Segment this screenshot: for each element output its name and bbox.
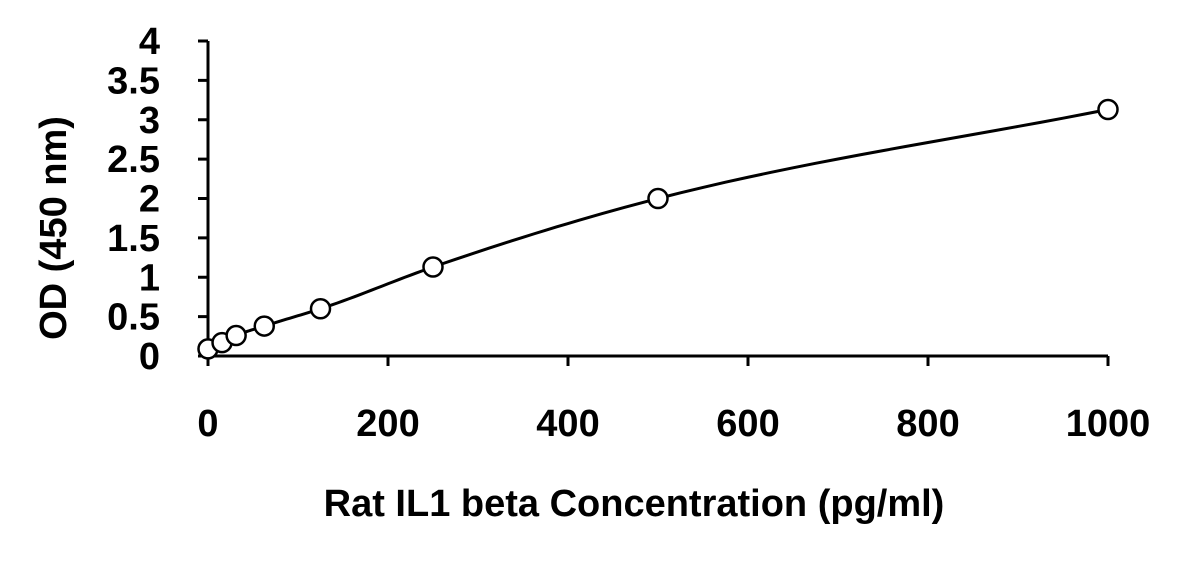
- y-tick-label: 3: [139, 100, 160, 142]
- data-points-layer: [197, 98, 1119, 360]
- x-axis-title: Rat IL1 beta Concentration (pg/ml): [324, 483, 945, 525]
- y-tick-label: 2: [139, 179, 160, 221]
- x-tick-label: 200: [356, 403, 419, 445]
- data-point: [253, 315, 275, 337]
- x-tick-label: 1000: [1066, 403, 1151, 445]
- fit-curve-layer: [207, 108, 1109, 351]
- data-point: [309, 298, 332, 320]
- y-axis-title: OD (450 nm): [33, 116, 75, 340]
- data-point: [647, 187, 669, 210]
- y-tick-label: 3.5: [107, 60, 160, 102]
- fit-curve-line: [207, 108, 1109, 351]
- x-tick-label: 800: [896, 403, 959, 445]
- tick-labels-layer: 00.511.522.533.540 200 400 600 800 1000: [107, 21, 1150, 445]
- y-tick-label: 1.5: [107, 218, 160, 260]
- y-tick-label: 1: [139, 257, 160, 299]
- y-tick-label: 2.5: [107, 139, 160, 181]
- x-tick-label: 400: [536, 403, 599, 445]
- data-point: [225, 324, 247, 347]
- data-point: [1097, 98, 1119, 121]
- x-tick-label: 600: [716, 403, 779, 445]
- x-tick-label: 0: [197, 403, 218, 445]
- y-tick-label: 4: [139, 21, 160, 63]
- y-tick-label: 0: [139, 336, 160, 378]
- data-point: [422, 256, 444, 278]
- y-tick-label: 0.5: [107, 297, 160, 339]
